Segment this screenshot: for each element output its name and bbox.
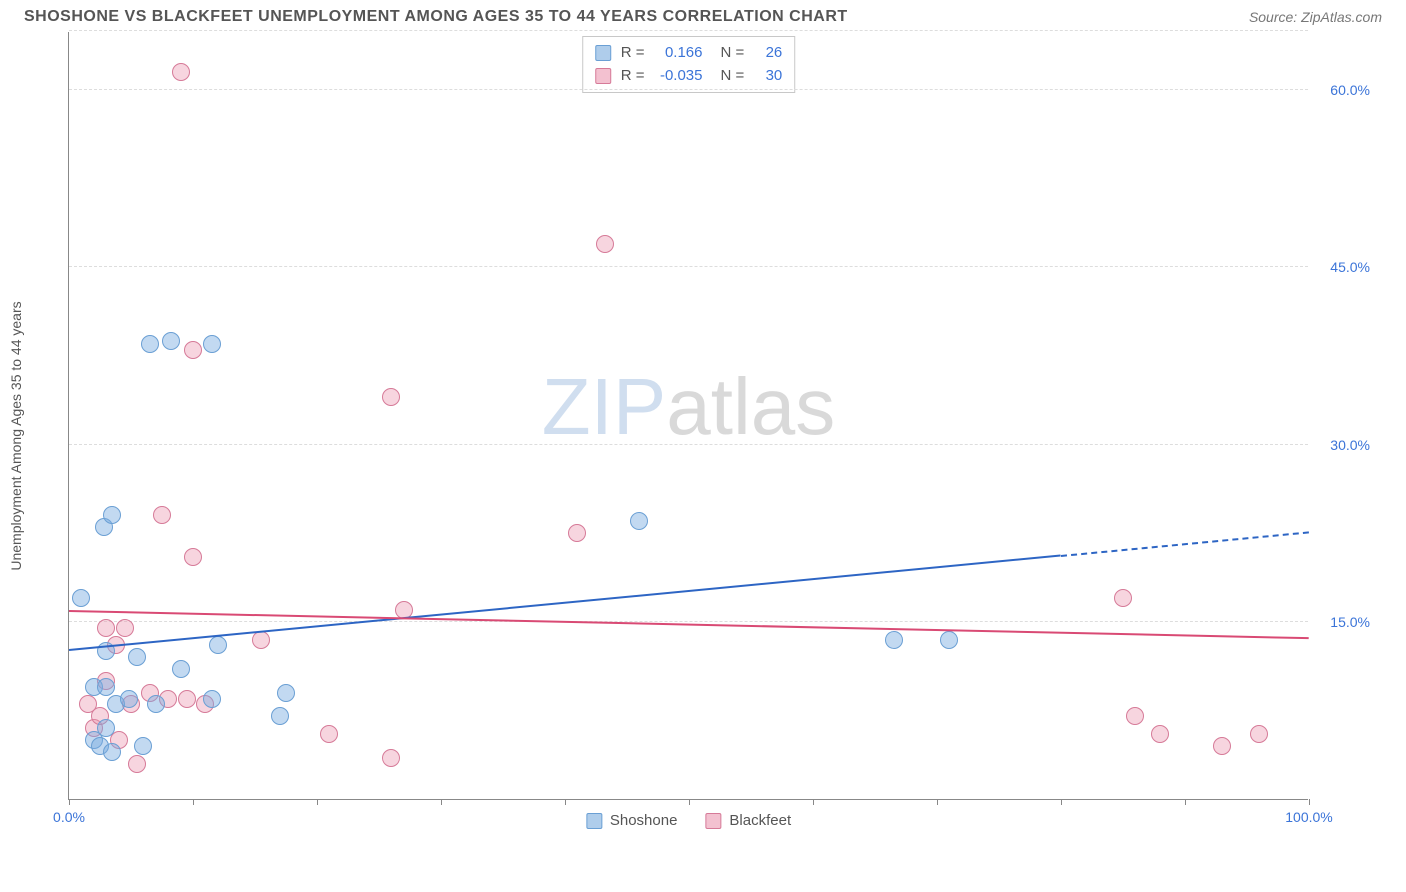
scatter-point-blackfeet (1250, 725, 1268, 743)
scatter-point-blackfeet (97, 619, 115, 637)
y-tick-label: 45.0% (1330, 259, 1370, 275)
legend-item-shoshone: Shoshone (586, 812, 678, 829)
legend-swatch-blackfeet (705, 813, 721, 829)
x-tick (317, 799, 318, 805)
chart-source: Source: ZipAtlas.com (1249, 9, 1382, 25)
r-value-blackfeet: -0.035 (655, 65, 703, 88)
watermark-zip: ZIP (542, 361, 666, 450)
scatter-point-blackfeet (184, 548, 202, 566)
stats-row-shoshone: R = 0.166 N = 26 (595, 42, 783, 65)
scatter-point-shoshone (940, 631, 958, 649)
x-tick (69, 799, 70, 805)
x-tick-label: 100.0% (1285, 809, 1332, 825)
x-tick (193, 799, 194, 805)
watermark-atlas: atlas (666, 361, 835, 450)
r-label: R = (621, 65, 645, 88)
trendline (1061, 531, 1309, 557)
scatter-point-shoshone (162, 332, 180, 350)
scatter-point-blackfeet (320, 725, 338, 743)
scatter-point-shoshone (271, 707, 289, 725)
scatter-point-shoshone (630, 512, 648, 530)
scatter-point-shoshone (134, 737, 152, 755)
n-label: N = (721, 65, 745, 88)
scatter-point-shoshone (128, 648, 146, 666)
y-axis-label: Unemployment Among Ages 35 to 44 years (8, 301, 24, 570)
x-tick (689, 799, 690, 805)
scatter-point-shoshone (141, 335, 159, 353)
scatter-point-blackfeet (382, 749, 400, 767)
y-tick-label: 15.0% (1330, 614, 1370, 630)
scatter-point-blackfeet (1151, 725, 1169, 743)
n-value-blackfeet: 30 (754, 65, 782, 88)
scatter-point-shoshone (120, 690, 138, 708)
legend-swatch-shoshone (586, 813, 602, 829)
scatter-point-shoshone (172, 660, 190, 678)
x-tick (565, 799, 566, 805)
chart-header: SHOSHONE VS BLACKFEET UNEMPLOYMENT AMONG… (0, 0, 1406, 30)
x-tick (441, 799, 442, 805)
stats-row-blackfeet: R = -0.035 N = 30 (595, 65, 783, 88)
scatter-point-blackfeet (1126, 707, 1144, 725)
swatch-blackfeet (595, 68, 611, 84)
chart-title: SHOSHONE VS BLACKFEET UNEMPLOYMENT AMONG… (24, 8, 848, 26)
x-tick-label: 0.0% (53, 809, 85, 825)
gridline (69, 444, 1308, 445)
scatter-point-blackfeet (382, 388, 400, 406)
scatter-point-shoshone (72, 589, 90, 607)
scatter-point-shoshone (97, 678, 115, 696)
x-tick (1061, 799, 1062, 805)
scatter-point-shoshone (147, 695, 165, 713)
scatter-point-shoshone (209, 636, 227, 654)
scatter-point-shoshone (203, 335, 221, 353)
scatter-point-blackfeet (1213, 737, 1231, 755)
scatter-point-blackfeet (128, 755, 146, 773)
stats-legend-box: R = 0.166 N = 26 R = -0.035 N = 30 (582, 36, 796, 93)
gridline (69, 30, 1308, 31)
gridline (69, 266, 1308, 267)
scatter-point-blackfeet (116, 619, 134, 637)
scatter-point-shoshone (103, 743, 121, 761)
n-value-shoshone: 26 (754, 42, 782, 65)
trendline (69, 555, 1061, 652)
y-tick-label: 30.0% (1330, 437, 1370, 453)
gridline (69, 621, 1308, 622)
x-tick (1309, 799, 1310, 805)
chart-area: Unemployment Among Ages 35 to 44 years Z… (24, 32, 1382, 840)
scatter-point-shoshone (885, 631, 903, 649)
scatter-point-shoshone (97, 719, 115, 737)
watermark: ZIPatlas (542, 360, 835, 452)
scatter-point-blackfeet (1114, 589, 1132, 607)
series-legend: Shoshone Blackfeet (586, 812, 791, 829)
scatter-point-blackfeet (172, 63, 190, 81)
r-label: R = (621, 42, 645, 65)
scatter-point-shoshone (103, 506, 121, 524)
gridline (69, 89, 1308, 90)
scatter-point-blackfeet (184, 341, 202, 359)
x-tick (1185, 799, 1186, 805)
x-tick (937, 799, 938, 805)
x-tick (813, 799, 814, 805)
scatter-point-shoshone (203, 690, 221, 708)
legend-label-blackfeet: Blackfeet (729, 812, 791, 829)
scatter-point-shoshone (277, 684, 295, 702)
scatter-point-blackfeet (153, 506, 171, 524)
legend-label-shoshone: Shoshone (610, 812, 678, 829)
plot-area: ZIPatlas R =0.166N =26R =-0.035N =30 Sho… (68, 32, 1308, 800)
scatter-point-blackfeet (568, 524, 586, 542)
r-value-shoshone: 0.166 (655, 42, 703, 65)
scatter-point-blackfeet (178, 690, 196, 708)
swatch-shoshone (595, 45, 611, 61)
scatter-point-blackfeet (596, 235, 614, 253)
n-label: N = (721, 42, 745, 65)
y-tick-label: 60.0% (1330, 82, 1370, 98)
legend-item-blackfeet: Blackfeet (705, 812, 791, 829)
